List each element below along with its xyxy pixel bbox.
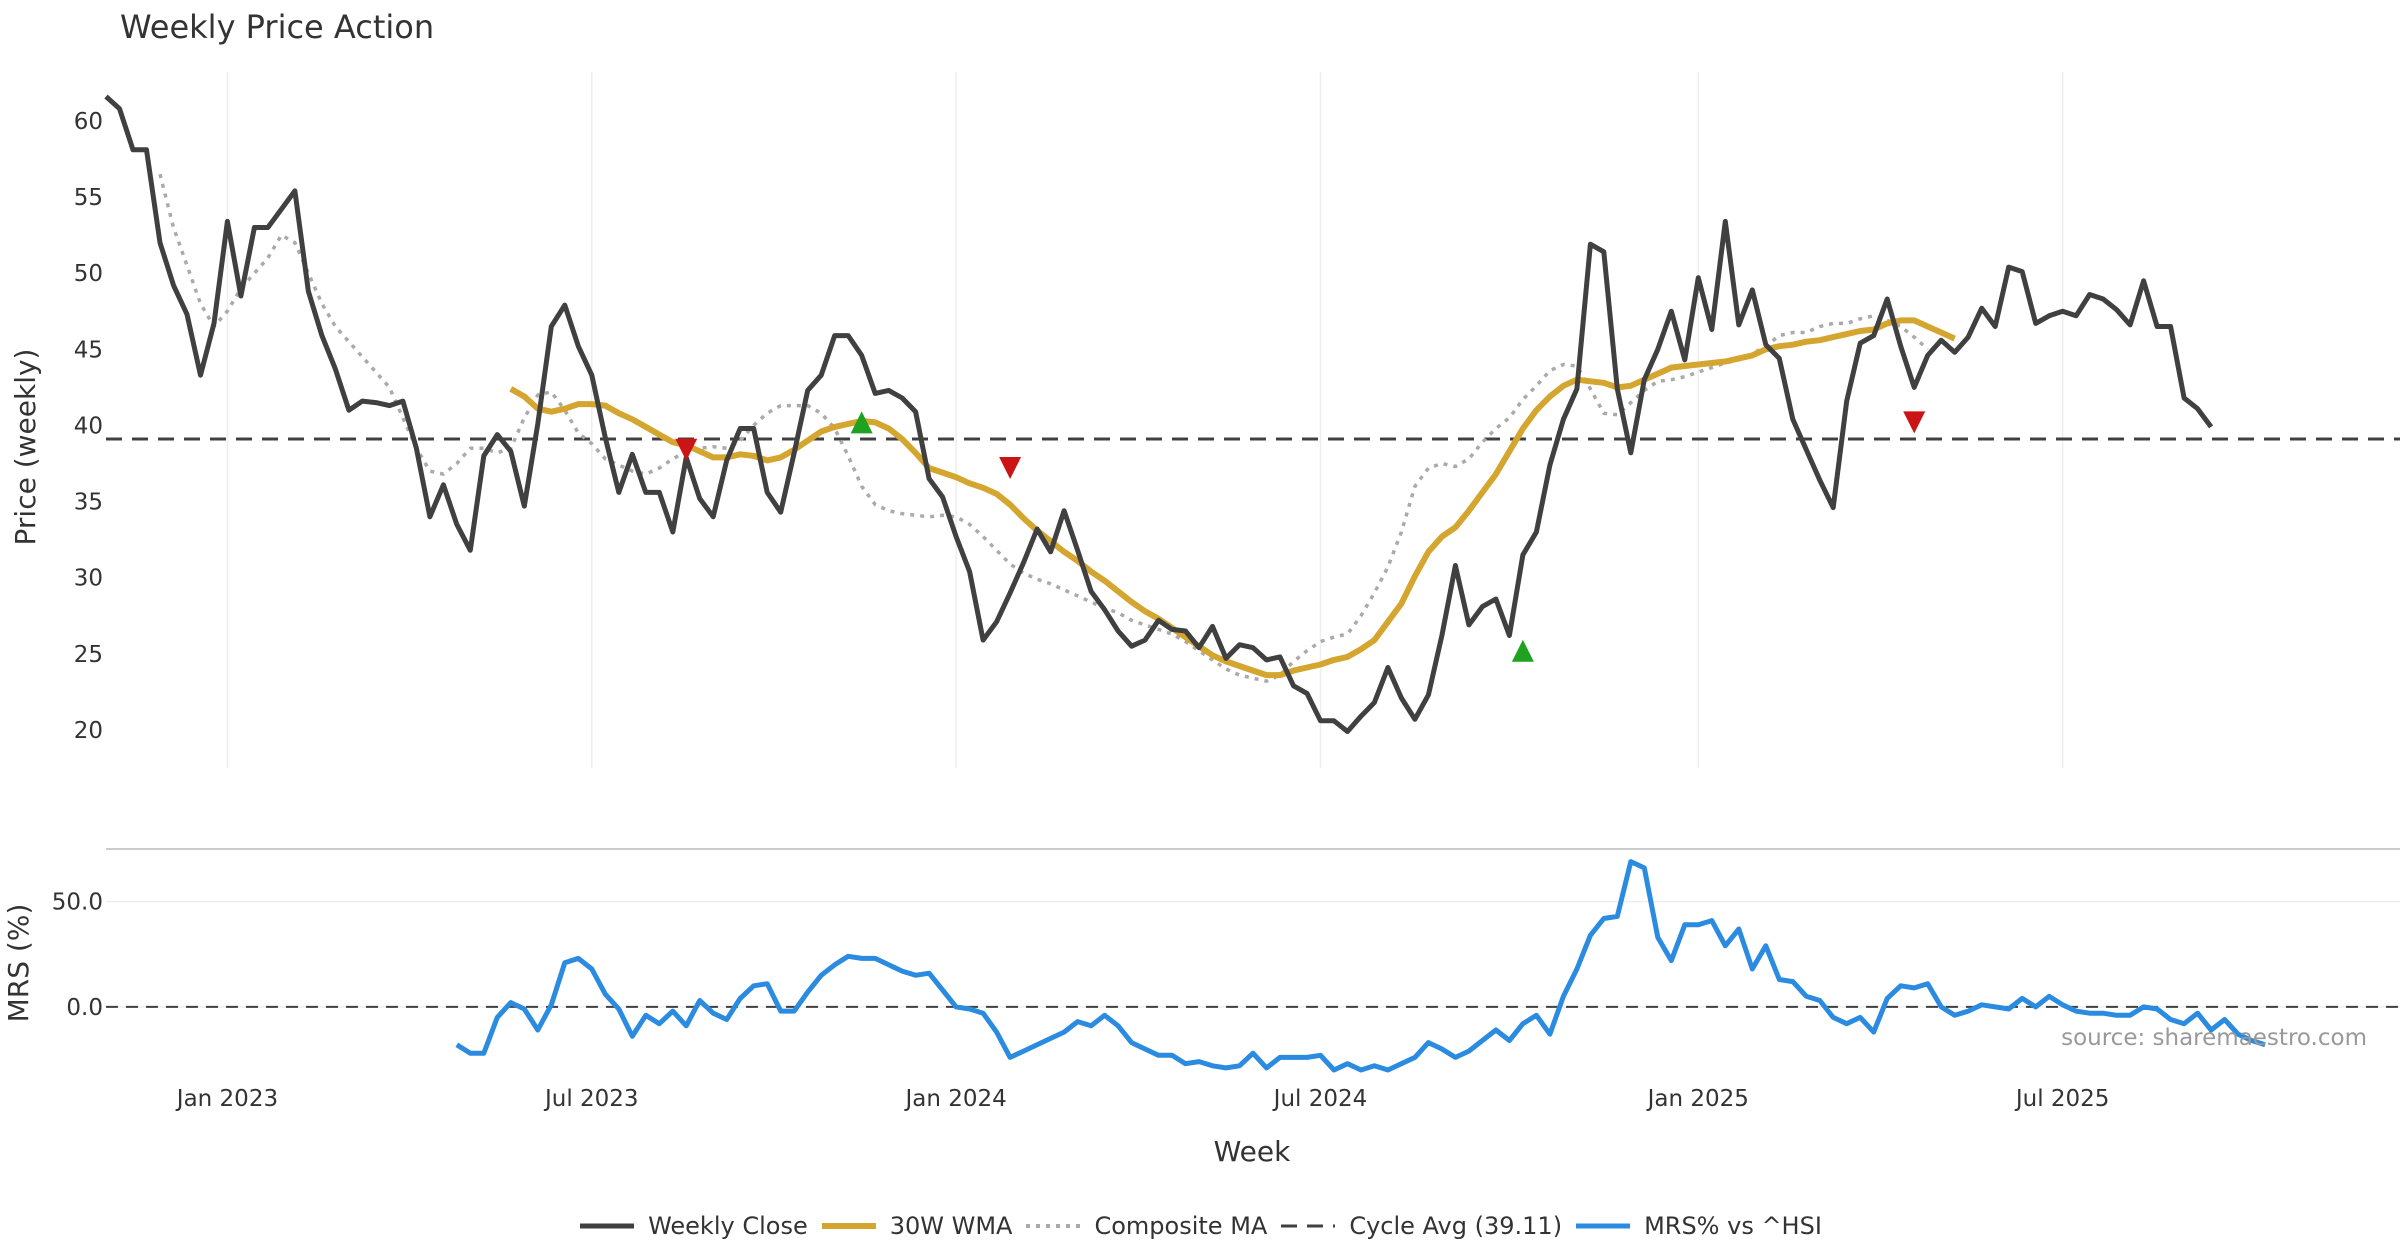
- legend: Weekly Close 30W WMA Composite MA Cycle …: [0, 1212, 2400, 1240]
- legend-label: Composite MA: [1094, 1212, 1268, 1240]
- x-axis-title: Week: [1214, 1135, 1291, 1168]
- signal-markers: [675, 411, 1926, 662]
- legend-label: 30W WMA: [889, 1212, 1013, 1240]
- sell-signal-marker: [675, 438, 698, 461]
- mrs-y-axis-title: MRS (%): [2, 904, 35, 1023]
- price-y-tick-label: 25: [74, 642, 103, 668]
- x-tick-label: Jan 2024: [903, 1086, 1006, 1112]
- legend-swatch-wma: [821, 1223, 876, 1229]
- x-tick-label: Jan 2025: [1646, 1086, 1749, 1112]
- mrs-y-axis-ticks: 0.0 50.0: [52, 890, 103, 1021]
- legend-label: MRS% vs ^HSI: [1644, 1212, 1822, 1240]
- buy-signal-marker: [850, 411, 873, 434]
- legend-item-composite-ma: Composite MA: [1024, 1212, 1267, 1240]
- legend-swatch-weekly-close: [580, 1223, 635, 1229]
- legend-swatch-cycle-avg: [1281, 1224, 1336, 1228]
- price-y-tick-label: 40: [74, 413, 103, 439]
- price-y-tick-label: 35: [74, 490, 103, 516]
- x-tick-label: Jul 2023: [543, 1086, 639, 1112]
- wma-30w-line: [509, 317, 1956, 679]
- x-tick-label: Jan 2023: [175, 1086, 278, 1112]
- price-y-tick-label: 50: [74, 261, 103, 287]
- price-y-axis-ticks: 20 25 30 35 40 45 50 55 60: [74, 109, 103, 744]
- legend-swatch-composite-ma: [1026, 1224, 1081, 1228]
- buy-signal-marker: [1511, 639, 1534, 662]
- price-y-tick-label: 60: [74, 109, 103, 135]
- x-axis-ticks: Jan 2023 Jul 2023 Jan 2024 Jul 2024 Jan 2025…: [175, 1086, 2110, 1112]
- price-y-tick-label: 20: [74, 718, 103, 744]
- mrs-y-tick-label: 0.0: [66, 995, 103, 1021]
- composite-ma-line: [158, 173, 1929, 684]
- mrs-y-tick-label: 50.0: [52, 890, 103, 916]
- x-tick-label: Jul 2024: [1272, 1086, 1368, 1112]
- gridlines: [106, 72, 2400, 1008]
- weekly-close-line: [104, 94, 2214, 734]
- legend-item-mrs: MRS% vs ^HSI: [1574, 1212, 1822, 1240]
- chart-title: Weekly Price Action: [120, 8, 435, 46]
- legend-swatch-mrs: [1576, 1223, 1631, 1229]
- legend-label: Cycle Avg (39.11): [1349, 1212, 1563, 1240]
- legend-item-wma: 30W WMA: [820, 1212, 1013, 1240]
- price-y-axis-title: Price (weekly): [9, 349, 42, 546]
- sell-signal-marker: [999, 457, 1022, 480]
- legend-item-weekly-close: Weekly Close: [578, 1212, 808, 1240]
- price-y-tick-label: 45: [74, 337, 103, 363]
- mrs-line: [455, 859, 2266, 1073]
- sell-signal-marker: [1903, 411, 1926, 434]
- x-tick-label: Jul 2025: [2014, 1086, 2110, 1112]
- price-y-tick-label: 55: [74, 185, 103, 211]
- price-y-tick-label: 30: [74, 566, 103, 592]
- chart-canvas: 20 25 30 35 40 45 50 55 60 0.0 50.0 Jan 2023 Jul 2…: [2, 72, 2400, 1168]
- source-note: source: sharemaestro.com: [2061, 1025, 2367, 1051]
- legend-label: Weekly Close: [648, 1212, 808, 1240]
- legend-item-cycle-avg: Cycle Avg (39.11): [1279, 1212, 1562, 1240]
